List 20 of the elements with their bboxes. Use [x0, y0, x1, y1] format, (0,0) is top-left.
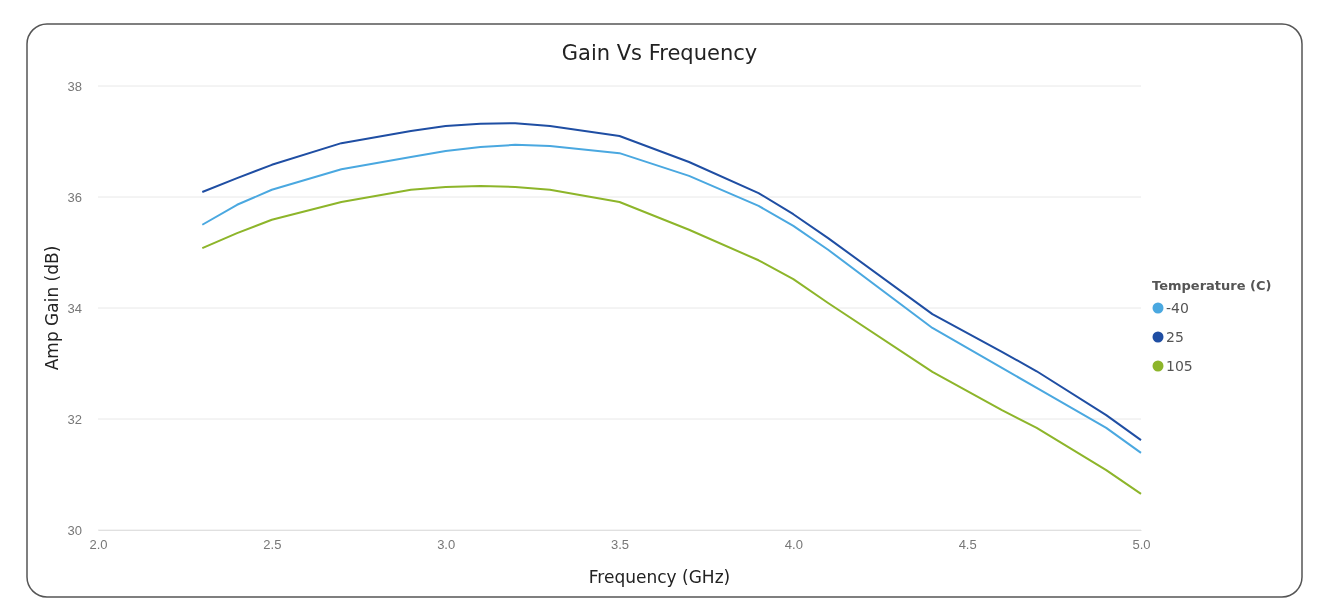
y-tick-label: 30	[67, 522, 82, 538]
y-tick-label: 32	[67, 411, 82, 427]
y-tick-label: 34	[67, 300, 82, 316]
x-tick-label: 4.0	[784, 537, 803, 553]
x-tick-label: 3.5	[610, 537, 630, 553]
x-tick-label: 2.5	[263, 537, 282, 553]
legend-label: 25	[1166, 329, 1184, 345]
y-axis-title: Amp Gain (dB)	[42, 245, 62, 371]
chart-title: Gain Vs Frequency	[561, 41, 758, 65]
x-tick-label: 5.0	[1132, 537, 1151, 553]
x-axis-title: Frequency (GHz)	[588, 567, 731, 587]
y-tick-label: 36	[67, 189, 82, 205]
x-tick-label: 3.0	[437, 537, 456, 553]
y-tick-label: 38	[67, 78, 82, 94]
x-tick-label: 4.5	[958, 537, 977, 553]
x-tick-label: 2.0	[89, 537, 108, 553]
legend-label: 105	[1166, 358, 1193, 374]
line-series	[201, 184, 1142, 495]
legend-title: Temperature (C)	[1152, 278, 1272, 293]
legend-label: -40	[1166, 300, 1189, 316]
